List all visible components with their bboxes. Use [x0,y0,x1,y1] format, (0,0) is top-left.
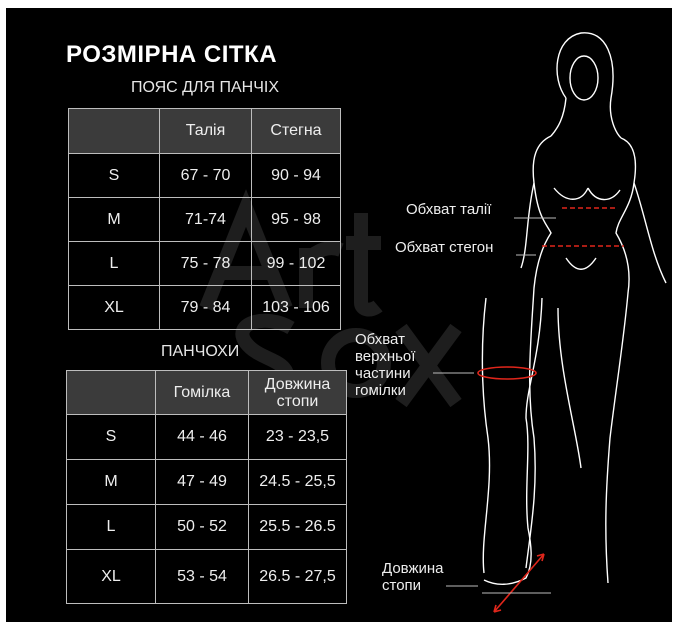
cell: 23 - 23,5 [248,414,347,460]
cell: 90 - 94 [251,153,341,198]
cell: 99 - 102 [251,241,341,286]
size-cell: S [66,414,156,460]
table-row: M 47 - 49 24.5 - 25,5 [66,459,347,505]
size-cell: S [68,153,160,198]
size-chart: РОЗМІРНА СІТКА ПОЯС ДЛЯ ПАНЧІХ Талія Стег… [6,8,672,622]
belt-table-caption: ПОЯС ДЛЯ ПАНЧІХ [131,79,279,96]
table-row: S 44 - 46 23 - 23,5 [66,414,347,460]
waist-label: Обхват талії [406,201,492,218]
cell: 24.5 - 25,5 [248,459,347,505]
size-cell: XL [66,549,156,604]
belt-size-table: Талія Стегна S 67 - 70 90 - 94 M 71-74 95 - 9… [68,108,341,330]
cell: 25.5 - 26.5 [248,504,347,550]
size-cell: M [68,197,160,242]
table-row: M 71-74 95 - 98 [68,197,341,242]
stockings-size-table: Гомілка Довжина стопи S 44 - 46 23 - 23,5 M… [66,370,347,604]
header-cell: Довжина стопи [248,370,347,415]
thigh-measure-ring [477,366,537,380]
foot-length-label: Довжина стопи [382,560,444,594]
table-row: S 67 - 70 90 - 94 [68,153,341,198]
stockings-table-caption: ПАНЧОХИ [161,343,240,360]
table-row: XL 79 - 84 103 - 106 [68,285,341,330]
size-cell: M [66,459,156,505]
header-cell: Гомілка [155,370,249,415]
foot-measure-arrow [493,553,545,613]
cell: 44 - 46 [155,414,249,460]
header-cell: Стегна [251,108,341,154]
header-cell [68,108,160,154]
cell: 53 - 54 [155,549,249,604]
header-cell: Талія [159,108,252,154]
cell: 75 - 78 [159,241,252,286]
upper-thigh-label: Обхват верхньої частини гомілки [355,331,416,399]
cell: 67 - 70 [159,153,252,198]
cell: 95 - 98 [251,197,341,242]
page-title: РОЗМІРНА СІТКА [66,41,278,68]
cell: 50 - 52 [155,504,249,550]
table-row: L 75 - 78 99 - 102 [68,241,341,286]
cell: 79 - 84 [159,285,252,330]
header-cell [66,370,156,415]
table-row: L 50 - 52 25.5 - 26.5 [66,504,347,550]
size-cell: L [68,241,160,286]
cell: 71-74 [159,197,252,242]
size-cell: L [66,504,156,550]
cell: 47 - 49 [155,459,249,505]
cell: 26.5 - 27,5 [248,549,347,604]
hips-label: Обхват стегон [395,239,494,256]
table-row: XL 53 - 54 26.5 - 27,5 [66,549,347,604]
size-cell: XL [68,285,160,330]
cell: 103 - 106 [251,285,341,330]
